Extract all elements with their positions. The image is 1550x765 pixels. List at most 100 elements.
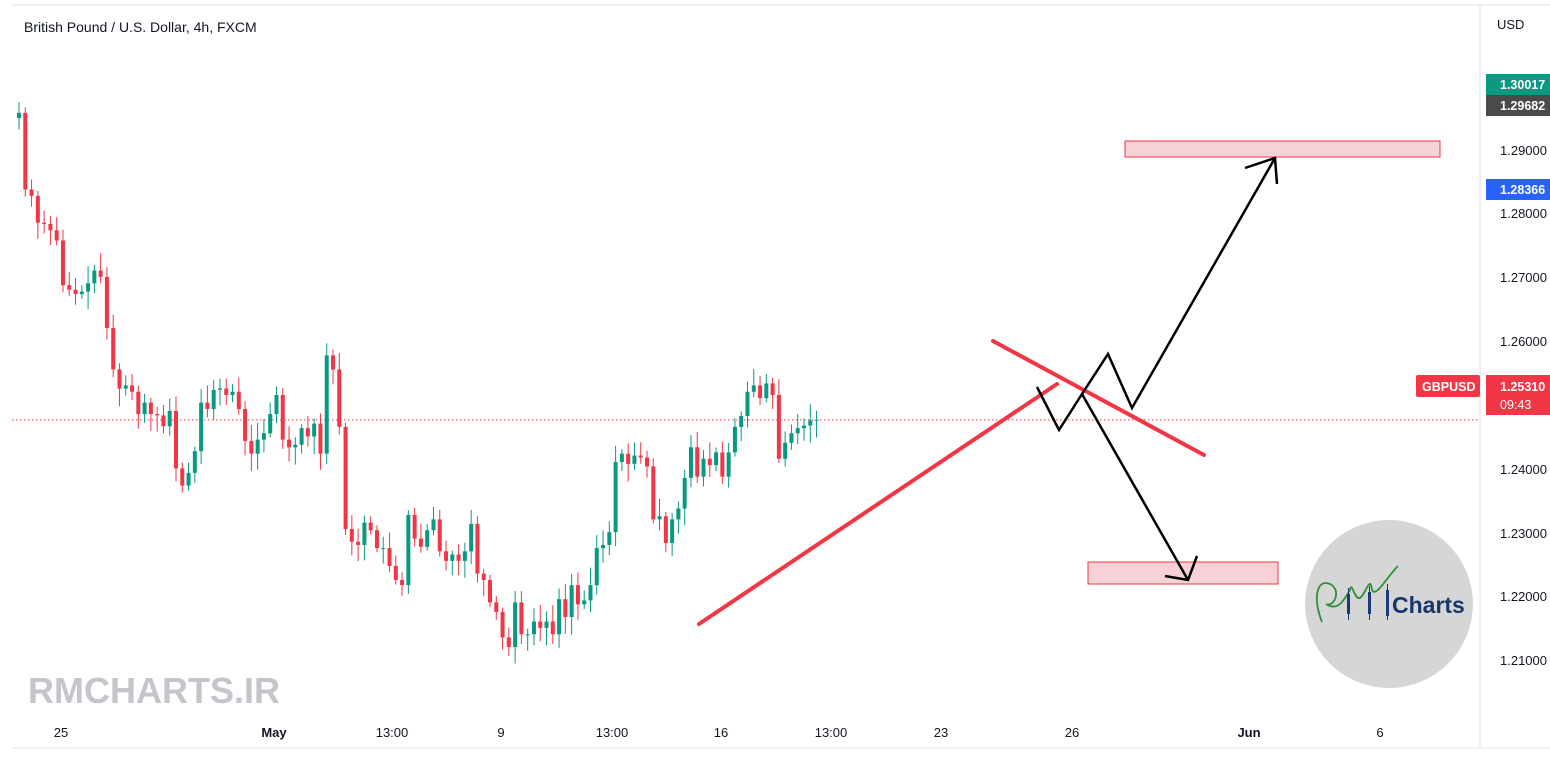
y-tick-label: 1.27000 (1500, 270, 1547, 285)
price-tag-prev-value: 1.29682 (1500, 99, 1545, 113)
candle-bullish (607, 532, 612, 545)
candle-bullish (431, 519, 436, 531)
countdown-timer: 09:43 (1500, 398, 1531, 412)
candle-bearish (437, 519, 442, 552)
candle-bearish (720, 452, 725, 477)
candle-bearish (776, 394, 781, 459)
candle-bearish (519, 602, 524, 635)
y-tick-label: 1.28000 (1500, 206, 1547, 221)
candle-bearish (174, 410, 178, 469)
candle-bullish (808, 420, 813, 426)
candle-bullish (701, 458, 706, 477)
candle-bullish (167, 410, 172, 427)
candle-bullish (362, 522, 367, 545)
candle-bullish (795, 428, 800, 434)
candle-bullish (789, 433, 794, 443)
candle-bearish (111, 327, 116, 370)
candle-bearish (35, 195, 40, 223)
candle-bearish (651, 466, 656, 520)
candle-bearish (48, 223, 53, 231)
candle-bullish (230, 391, 235, 395)
bullish-projection-path (1035, 157, 1277, 433)
candle-bearish (54, 230, 59, 241)
candle-bullish (544, 621, 549, 628)
candle-bearish (224, 388, 229, 395)
candle-bullish (425, 530, 430, 547)
candle-bearish (318, 423, 323, 454)
current-price-value: 1.25310 (1500, 380, 1545, 394)
x-axis: 25 May 13:00 9 13:00 16 13:00 23 26 Jun … (54, 725, 1384, 740)
candle-bearish (42, 222, 47, 224)
y-axis: 1.29000 1.28000 1.27000 1.26000 1.24000 … (1500, 143, 1547, 668)
candle-bearish (475, 523, 480, 574)
x-tick-label: Jun (1237, 725, 1260, 740)
candle-bullish (569, 585, 574, 618)
candle-bearish (343, 426, 348, 529)
candle-bullish (192, 451, 197, 473)
candle-bearish (236, 391, 241, 409)
x-tick-label: 13:00 (596, 725, 629, 740)
candle-bearish (23, 112, 28, 190)
price-tag-blue-value: 1.28366 (1500, 183, 1545, 197)
candle-bullish (632, 455, 637, 464)
y-tick-label: 1.26000 (1500, 334, 1547, 349)
candle-bearish (98, 270, 103, 277)
resistance-zone (1124, 140, 1441, 158)
candle-bearish (161, 415, 166, 427)
x-tick-label: 13:00 (376, 725, 409, 740)
rm-charts-logo: Charts (1305, 520, 1473, 688)
candle-bullish (594, 548, 599, 586)
candle-bullish (186, 472, 191, 486)
candle-bearish (770, 383, 775, 395)
candle-bullish (588, 585, 593, 601)
candle-bearish (331, 355, 335, 370)
x-tick-label: 6 (1376, 725, 1383, 740)
candle-bearish (695, 447, 700, 477)
candle-bearish (349, 528, 354, 542)
candle-bullish (714, 452, 719, 466)
candle-bullish (406, 514, 411, 586)
candle-bullish (601, 544, 606, 549)
candle-bearish (29, 189, 34, 196)
candle-bearish (280, 394, 285, 440)
candles-group (17, 102, 819, 664)
symbol-label-bg (1416, 375, 1480, 397)
candle-bearish (337, 369, 342, 427)
x-tick-label: 13:00 (815, 725, 848, 740)
candle-bearish (356, 541, 361, 545)
candle-bearish (243, 408, 248, 441)
current-price-tag: 1.25310 09:43 (1486, 375, 1550, 415)
bullish-arrow-head (1244, 156, 1279, 185)
candle-bullish (312, 423, 317, 437)
candle-bullish (531, 621, 536, 635)
candle-bullish (268, 414, 273, 434)
candle-bullish (86, 283, 91, 292)
candle-bullish (739, 416, 744, 427)
candle-bearish (249, 440, 254, 454)
candle-bearish (60, 240, 65, 286)
x-tick-label: 26 (1065, 725, 1079, 740)
symbol-label-text: GBPUSD (1422, 380, 1475, 394)
candle-bullish (732, 426, 737, 453)
candle-bearish (538, 621, 543, 628)
candle-bearish (488, 580, 492, 603)
candle-bearish (481, 573, 486, 581)
candle-bearish (500, 611, 505, 638)
candle-bearish (638, 455, 643, 458)
candle-bearish (73, 289, 78, 295)
candle-bullish (123, 385, 128, 389)
candle-bullish (17, 112, 21, 118)
candle-bearish (626, 453, 631, 464)
candle-bearish (563, 599, 568, 618)
y-tick-label: 1.22000 (1500, 589, 1547, 604)
candle-bearish (287, 439, 292, 448)
candle-bullish (255, 439, 260, 454)
x-tick-label: May (261, 725, 287, 740)
candle-bullish (217, 388, 222, 390)
candle-bearish (117, 369, 122, 389)
price-tag-prev: 1.29682 (1486, 95, 1550, 116)
candle-bearish (393, 565, 398, 581)
candle-bearish (205, 402, 210, 409)
candle-bearish (575, 585, 580, 605)
candle-bullish (613, 461, 618, 533)
